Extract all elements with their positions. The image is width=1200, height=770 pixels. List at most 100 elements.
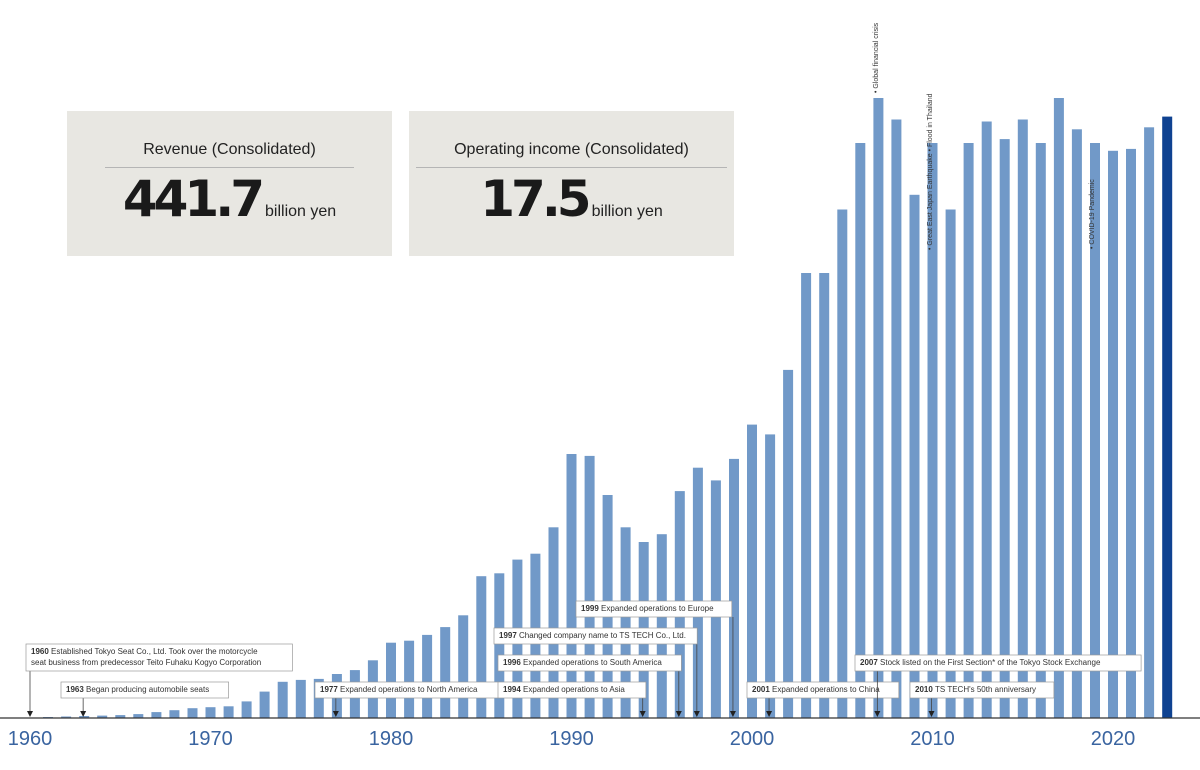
event-1960: 1960 Established Tokyo Seat Co., Ltd. To…	[25, 643, 293, 717]
event-2001: 2001 Expanded operations to China	[746, 681, 900, 717]
event-2001-year: 2001	[752, 685, 772, 694]
bar-2020	[1108, 150, 1118, 719]
vertical-annotations-group: • Global financial crisis • Great East Ja…	[873, 22, 1096, 250]
bar-2022	[1144, 127, 1155, 719]
event-1977-arrow	[332, 711, 339, 717]
bar-2017	[1053, 98, 1064, 718]
bar-2003	[801, 273, 812, 718]
event-2007-year: 2007	[860, 658, 880, 667]
event-1994-arrow	[639, 711, 646, 717]
event-1999: 1999 Expanded operations to Europe	[575, 600, 736, 717]
bar-2011	[945, 209, 956, 718]
event-1997-line-0: 1997 Changed company name to TS TECH Co.…	[499, 631, 686, 640]
x-tick-1990: 1990	[549, 728, 594, 750]
bar-1983	[440, 627, 451, 718]
bar-1990	[566, 454, 577, 718]
x-axis-ticks-group: 1960 1970 1980 1990 2000 2010 2020	[8, 728, 1136, 750]
event-1997: 1997 Changed company name to TS TECH Co.…	[493, 627, 700, 717]
bar-1972	[241, 701, 252, 718]
bar-1975	[295, 679, 306, 718]
bar-1981	[404, 640, 415, 718]
revenue-kpi-label: Revenue (Consolidated)	[105, 141, 354, 168]
event-1963-year: 1963	[66, 685, 86, 694]
event-1960-text: seat business from predecessor Teito Fuh…	[31, 658, 261, 667]
x-tick-2020: 2020	[1091, 728, 1136, 750]
bar-1973	[259, 691, 270, 718]
event-1977-text: Expanded operations to North America	[340, 685, 478, 694]
revenue-kpi-unit: billion yen	[265, 203, 337, 220]
x-tick-2010: 2010	[910, 728, 955, 750]
bar-1974	[277, 681, 288, 718]
event-1977: 1977 Expanded operations to North Americ…	[314, 681, 499, 717]
event-1997-text: Changed company name to TS TECH Co., Ltd…	[519, 631, 686, 640]
event-1996-line-0: 1996 Expanded operations to South Americ…	[503, 658, 662, 667]
event-2007-line-0: 2007 Stock listed on the First Section* …	[860, 658, 1101, 667]
event-1960-arrow	[27, 711, 33, 717]
bar-1966	[133, 714, 144, 718]
event-2010-box	[909, 681, 1055, 699]
bar-2007	[873, 98, 884, 718]
bar-1997	[692, 467, 703, 718]
event-2001-box	[746, 681, 900, 699]
event-1960-box	[25, 643, 293, 672]
bar-2018	[1071, 129, 1082, 719]
bar-1986	[494, 573, 505, 718]
event-1999-box	[575, 600, 733, 618]
annotation-2011: • Great East Japan Earthquake • Flood in…	[927, 93, 934, 250]
revenue-kpi-card: Revenue (Consolidated) 441.7 billion yen	[67, 111, 392, 256]
event-1996-year: 1996	[503, 658, 523, 667]
bar-1969	[187, 708, 198, 718]
event-1999-year: 1999	[581, 604, 601, 613]
event-1994: 1994 Expanded operations to Asia	[497, 681, 647, 717]
event-1963-line-0: 1963 Began producing automobile seats	[66, 685, 209, 694]
bar-1971	[223, 706, 234, 718]
event-2001-line-0: 2001 Expanded operations to China	[752, 685, 880, 694]
bar-1982	[422, 634, 433, 718]
event-markers-group: 1960 Established Tokyo Seat Co., Ltd. To…	[25, 600, 1142, 717]
event-1963: 1963 Began producing automobile seats	[60, 681, 229, 717]
event-1963-box	[60, 681, 229, 699]
event-1963-text: Began producing automobile seats	[86, 685, 209, 694]
bar-2014	[999, 139, 1010, 719]
bar-1968	[169, 710, 180, 718]
event-2010-line-0: 2010 TS TECH's 50th anniversary	[915, 685, 1036, 694]
event-1996: 1996 Expanded operations to South Americ…	[497, 654, 682, 717]
bar-2021	[1126, 148, 1136, 718]
bar-1964	[97, 715, 108, 718]
bar-2013	[981, 121, 992, 718]
bar-2002	[783, 369, 794, 718]
event-1996-arrow	[675, 711, 682, 717]
event-1999-text: Expanded operations to Europe	[601, 604, 714, 613]
bar-2004	[819, 273, 830, 718]
bar-1980	[386, 642, 396, 718]
event-1977-year: 1977	[320, 685, 340, 694]
operating-income-kpi-number: 17.5	[480, 170, 591, 228]
operating-income-kpi-card: Operating income (Consolidated) 17.5 bil…	[409, 111, 734, 256]
bar-1976	[313, 678, 324, 718]
event-1960-line-0: 1960 Established Tokyo Seat Co., Ltd. To…	[31, 647, 258, 656]
event-2010: 2010 TS TECH's 50th anniversary	[909, 681, 1055, 717]
operating-income-kpi-label: Operating income (Consolidated)	[416, 141, 727, 168]
event-1994-text: Expanded operations to Asia	[523, 685, 625, 694]
event-1963-arrow	[80, 711, 87, 717]
annotation-2020: • COVID-19 Pandemic	[1089, 179, 1096, 249]
operating-income-kpi-value-row: 17.5 billion yen	[480, 170, 663, 228]
x-tick-1970: 1970	[188, 728, 233, 750]
event-2010-arrow	[928, 711, 935, 717]
bar-1995	[656, 534, 667, 718]
bar-2010	[927, 143, 938, 718]
event-1996-box	[497, 654, 682, 672]
event-1960-text: Established Tokyo Seat Co., Ltd. Took ov…	[51, 647, 258, 656]
event-2007-text: Stock listed on the First Section* of th…	[880, 658, 1101, 667]
bar-1991	[584, 455, 595, 718]
event-2007-arrow	[874, 711, 881, 717]
event-1999-arrow	[729, 711, 736, 717]
revenue-kpi-value-row: 441.7 billion yen	[123, 170, 336, 228]
bar-1984	[458, 615, 469, 718]
bar-2012	[963, 143, 974, 718]
bar-1998	[710, 480, 721, 718]
event-1994-year: 1994	[503, 685, 523, 694]
bar-1970	[205, 707, 216, 718]
bar-1993	[620, 527, 631, 718]
